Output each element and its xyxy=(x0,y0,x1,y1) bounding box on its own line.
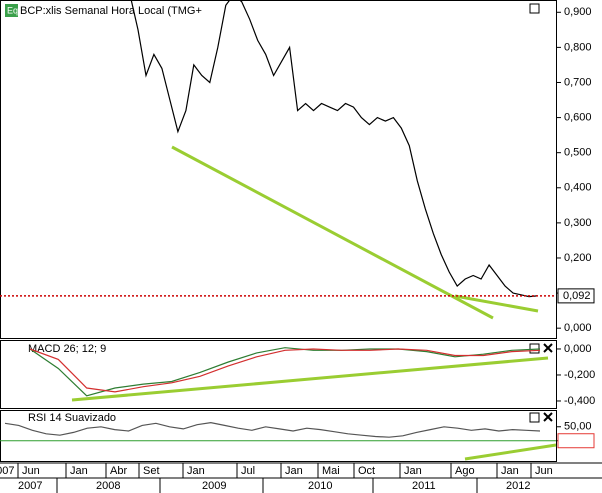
x-month-label: Jan xyxy=(187,465,205,477)
x-month-label: Jan xyxy=(501,465,519,477)
x-month-label: 2007 xyxy=(0,465,14,477)
x-year-label: 2009 xyxy=(202,480,226,492)
price-line xyxy=(130,0,538,298)
maximize-button[interactable] xyxy=(529,3,540,14)
x-month-label: Jan xyxy=(70,465,88,477)
x-month-label: Ago xyxy=(455,465,475,477)
y-tick-label: -0,200 xyxy=(564,369,595,381)
y-tick-label: 0,400 xyxy=(564,182,592,194)
trend-line xyxy=(71,356,549,402)
y-tick-label: 0,300 xyxy=(564,217,592,229)
x-year-label: 2007 xyxy=(18,480,42,492)
rsi-panel xyxy=(0,410,557,462)
x-year-label: 2008 xyxy=(96,480,120,492)
y-tick-label: -0,400 xyxy=(564,395,595,407)
macd-line xyxy=(29,347,541,397)
close-button[interactable] xyxy=(543,343,553,422)
current-value-label: 0,092 xyxy=(563,290,591,302)
y-tick-label: 0,700 xyxy=(564,76,592,88)
maximize-button[interactable] xyxy=(529,412,540,423)
y-tick-label: 0,600 xyxy=(564,111,592,123)
rsi-title: RSI 14 Suavizado xyxy=(28,412,116,424)
x-month-label: Oct xyxy=(358,465,375,477)
y-tick-label: 0,500 xyxy=(564,147,592,159)
y-tick-label: 0,200 xyxy=(564,252,592,264)
trend-line xyxy=(454,294,539,313)
x-month-label: Abr xyxy=(110,465,127,477)
x-year-label: 2010 xyxy=(308,480,332,492)
x-year-label: 2011 xyxy=(412,480,436,492)
eq-icon-text: Eq xyxy=(7,5,18,15)
trend-line xyxy=(171,145,494,320)
macd-title: MACD 26; 12; 9 xyxy=(28,343,106,355)
x-month-label: Mai xyxy=(322,465,340,477)
y-tick-label: 0,800 xyxy=(564,41,592,53)
x-month-label: Set xyxy=(143,465,160,477)
x-month-label: Jun xyxy=(22,465,40,477)
x-year-label: 2012 xyxy=(506,480,530,492)
price-title: BCP:xlis Semanal Hora Local (TMG+ xyxy=(20,5,202,17)
title-bg xyxy=(18,3,218,18)
y-tick-label: 50,00 xyxy=(564,421,592,433)
price-panel xyxy=(0,0,557,339)
eq-icon[interactable] xyxy=(5,4,18,17)
trend-line xyxy=(464,443,557,461)
x-month-label: Jun xyxy=(535,465,553,477)
level-box xyxy=(557,433,595,449)
macd-line xyxy=(29,348,541,393)
x-month-label: Jan xyxy=(285,465,303,477)
price-line xyxy=(4,421,541,438)
y-tick-label: 0,000 xyxy=(564,322,592,334)
current-value-box xyxy=(557,288,595,304)
y-tick-label: 0,900 xyxy=(564,6,592,18)
x-month-label: Jul xyxy=(241,465,255,477)
y-tick-label: 0,000 xyxy=(564,343,592,355)
x-month-label: Jan xyxy=(404,465,422,477)
